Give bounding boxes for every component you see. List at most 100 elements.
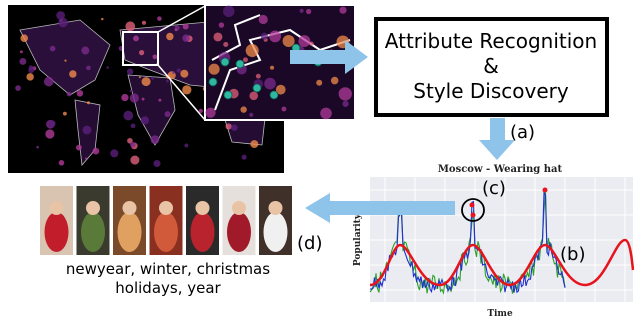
density-blob bbox=[125, 21, 136, 32]
density-blob bbox=[269, 30, 281, 43]
signal-line bbox=[369, 190, 566, 294]
photo-subject bbox=[117, 212, 142, 252]
density-blob bbox=[157, 16, 162, 21]
density-blob bbox=[225, 123, 232, 130]
inset-box bbox=[122, 31, 159, 66]
density-blob bbox=[240, 106, 247, 113]
density-blob bbox=[164, 111, 171, 118]
density-blob bbox=[150, 135, 160, 144]
density-blob bbox=[260, 32, 268, 40]
density-blob bbox=[182, 34, 190, 42]
density-blob bbox=[305, 8, 312, 15]
density-blob bbox=[182, 85, 192, 95]
density-blob bbox=[222, 5, 235, 18]
x-axis-label: Time bbox=[487, 309, 513, 319]
density-blob bbox=[66, 91, 72, 97]
highlight-circle bbox=[461, 198, 485, 222]
density-blob bbox=[106, 66, 110, 69]
density-blob bbox=[86, 65, 91, 71]
density-blob bbox=[339, 6, 347, 14]
density-blob bbox=[141, 97, 145, 101]
arrow bbox=[290, 40, 368, 74]
density-blob bbox=[127, 137, 133, 144]
density-blob bbox=[208, 63, 220, 75]
density-blob bbox=[205, 107, 216, 118]
density-blob bbox=[121, 93, 129, 102]
chart-title: Moscow - Wearing hat bbox=[438, 164, 563, 175]
process-box bbox=[374, 17, 609, 117]
photo-face bbox=[232, 201, 246, 215]
photo-face bbox=[49, 201, 64, 215]
photo-subject bbox=[81, 212, 105, 252]
density-blob bbox=[130, 123, 136, 129]
density-blob bbox=[174, 28, 178, 32]
photo-strip bbox=[40, 186, 292, 255]
box-line: & bbox=[483, 54, 499, 78]
density-blob bbox=[249, 91, 259, 101]
density-blob bbox=[75, 144, 82, 151]
zoom-line bbox=[157, 64, 206, 121]
density-blob bbox=[158, 98, 162, 102]
density-blob bbox=[36, 145, 40, 149]
step-label: (b) bbox=[560, 244, 585, 265]
density-blob bbox=[342, 100, 349, 107]
step-label: (c) bbox=[482, 178, 506, 199]
photo-subject bbox=[44, 212, 69, 252]
density-blob bbox=[316, 79, 323, 86]
density-blob bbox=[180, 69, 189, 78]
arrow bbox=[479, 118, 515, 160]
density-blob bbox=[110, 149, 119, 158]
density-blob bbox=[281, 106, 287, 112]
density-blob bbox=[20, 34, 29, 42]
photo-subject bbox=[190, 212, 215, 252]
box-line: Attribute Recognition bbox=[385, 29, 597, 53]
density-blob bbox=[243, 57, 248, 63]
density-blob bbox=[223, 41, 229, 47]
density-blob bbox=[84, 157, 88, 160]
density-blob bbox=[141, 20, 147, 25]
density-blob bbox=[320, 107, 332, 120]
arrow bbox=[305, 193, 455, 223]
density-blob bbox=[28, 65, 34, 71]
density-blob bbox=[166, 79, 169, 83]
density-blob bbox=[245, 44, 259, 58]
density-blob bbox=[19, 58, 27, 65]
cluster-point bbox=[252, 83, 262, 93]
density-blob bbox=[309, 41, 314, 46]
density-blob bbox=[338, 87, 352, 101]
density-blob bbox=[198, 108, 203, 113]
density-blob bbox=[19, 50, 23, 54]
curves bbox=[369, 190, 566, 295]
density-blob bbox=[172, 71, 175, 74]
photo-face bbox=[159, 201, 173, 215]
density-blob bbox=[92, 147, 100, 155]
density-blob bbox=[123, 110, 134, 121]
peak-dot bbox=[469, 202, 475, 208]
density-blob bbox=[45, 129, 55, 139]
density-blob bbox=[241, 154, 247, 160]
y-axis-label: Popularity bbox=[353, 213, 363, 266]
cluster-point bbox=[223, 90, 233, 100]
density-blob bbox=[258, 14, 268, 25]
box-line: Style Discovery bbox=[413, 79, 569, 103]
density-blob bbox=[82, 125, 92, 135]
density-blob bbox=[64, 59, 67, 62]
photo-face bbox=[122, 201, 137, 215]
density-blob bbox=[275, 84, 286, 95]
cluster-point bbox=[269, 90, 279, 100]
density-blob bbox=[152, 54, 158, 60]
step-label: (a) bbox=[510, 122, 535, 143]
density-blob bbox=[56, 11, 65, 20]
density-blob bbox=[231, 124, 238, 131]
density-blob bbox=[213, 32, 223, 42]
peak-dot bbox=[542, 187, 548, 193]
density-blob bbox=[166, 32, 174, 41]
density-blob bbox=[133, 35, 139, 42]
cluster-point bbox=[220, 57, 230, 67]
density-blob bbox=[264, 77, 276, 90]
density-blob bbox=[129, 141, 136, 148]
density-blob bbox=[249, 112, 254, 117]
density-blob bbox=[130, 155, 140, 165]
zoom-line bbox=[157, 5, 206, 33]
